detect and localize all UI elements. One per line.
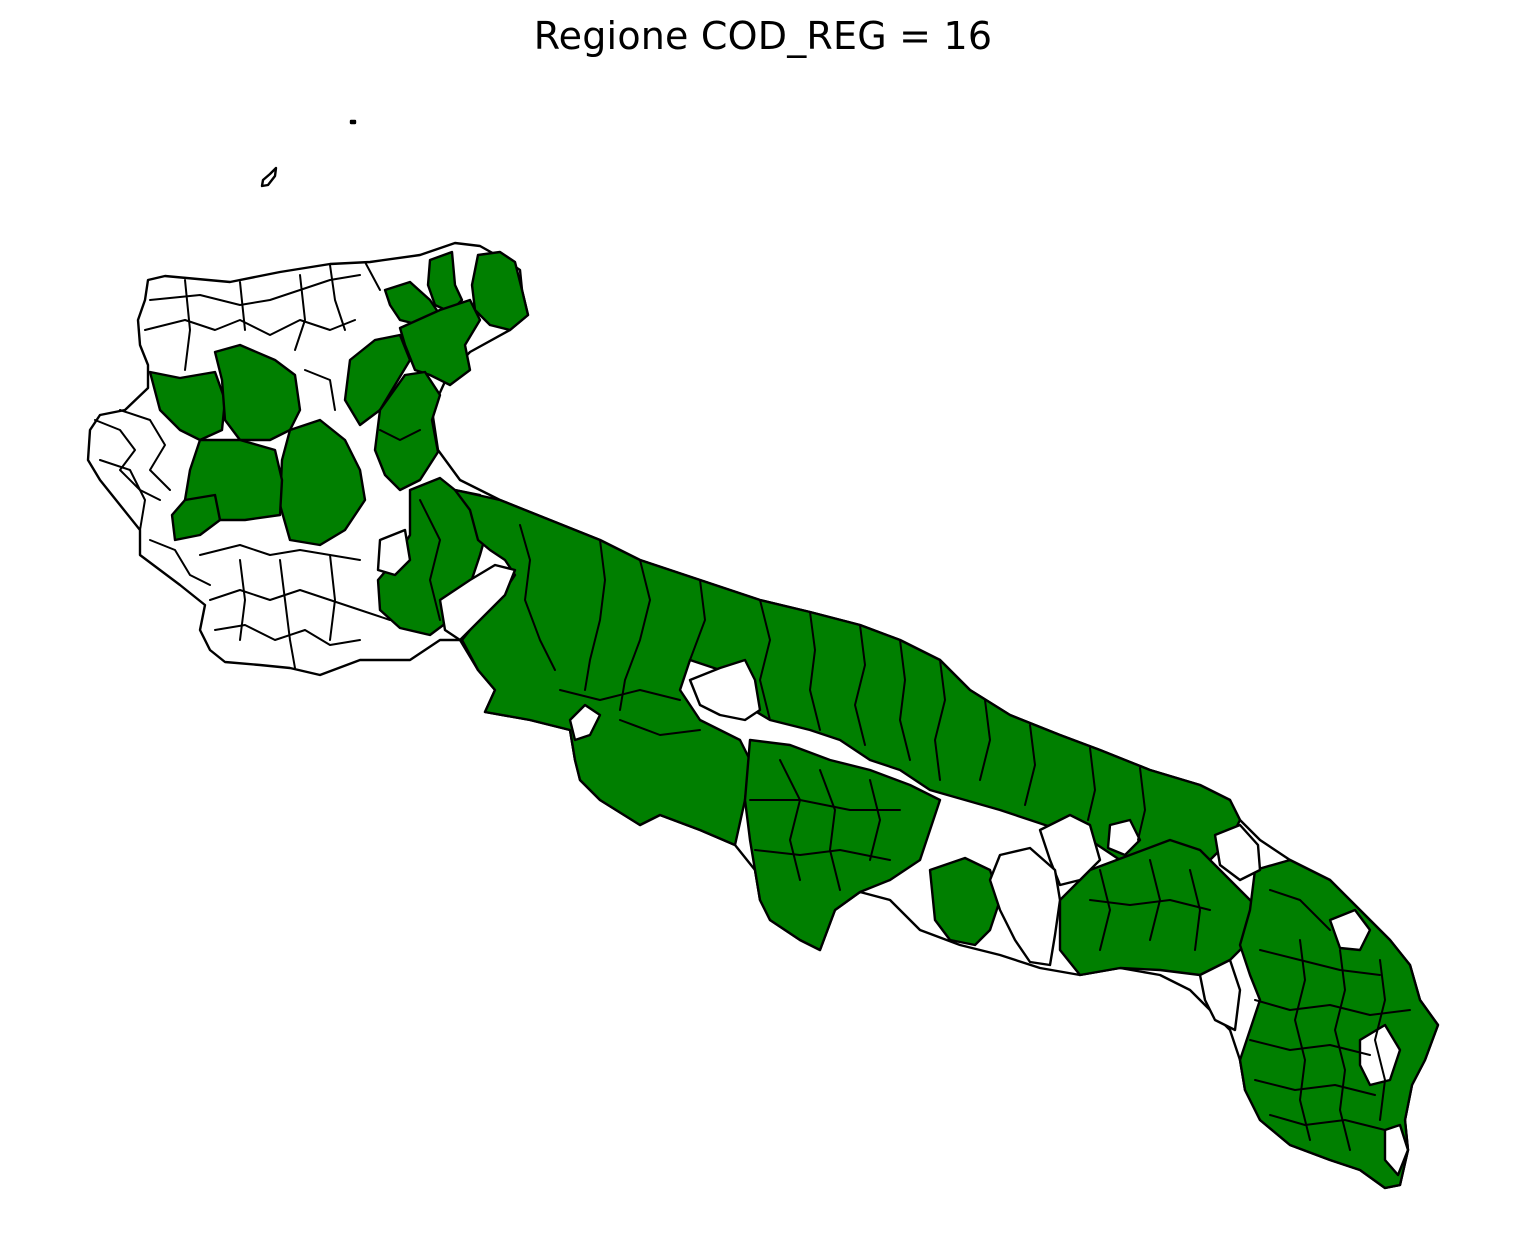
municipality-not-highlighted: [1358, 1023, 1402, 1087]
municipality-not-highlighted: [376, 528, 412, 577]
municipality-highlighted: [470, 250, 530, 332]
municipality-not-highlighted: [1328, 908, 1372, 952]
municipality-not-highlighted: [438, 563, 517, 642]
map-title: Regione COD_REG = 16: [533, 14, 993, 58]
municipality-not-highlighted: [1198, 958, 1242, 1032]
municipality-not-highlighted: [568, 703, 602, 742]
municipality-not-highlighted: [1383, 1123, 1410, 1177]
municipality-not-highlighted: [988, 846, 1062, 967]
municipality-highlighted: [743, 738, 942, 952]
island: [349, 119, 357, 125]
municipality-not-highlighted: [1213, 823, 1262, 882]
municipality-highlighted: [1238, 858, 1440, 1190]
municipality-highlighted: [343, 333, 412, 427]
island: [260, 166, 278, 188]
highlighted-municipalities: [148, 250, 1440, 1190]
municipality-highlighted: [373, 370, 442, 492]
municipality-boundaries: [94, 261, 1411, 1151]
municipality-highlighted: [928, 856, 1002, 947]
municipality-not-highlighted: [1106, 818, 1142, 857]
municipality-not-highlighted: [688, 658, 762, 722]
municipality-not-highlighted: [1038, 813, 1102, 887]
municipality-highlighted: [453, 488, 1242, 877]
tremiti-islands: [260, 119, 357, 188]
municipality-highlighted: [148, 370, 227, 442]
municipality-highlighted: [170, 493, 222, 542]
municipality-highlighted: [398, 298, 482, 387]
non-highlighted-patches: [376, 528, 1410, 1177]
